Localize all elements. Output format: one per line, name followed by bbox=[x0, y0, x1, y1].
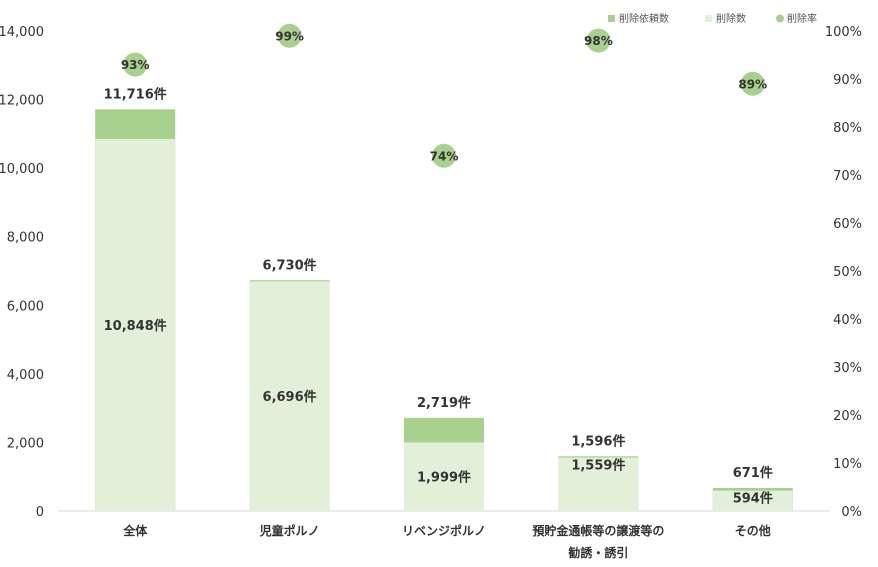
y-left-tick-label: 4,000 bbox=[7, 368, 44, 383]
rate-value-label: 99% bbox=[275, 29, 304, 43]
rate-value-label: 93% bbox=[121, 58, 150, 72]
y-right-tick-label: 0% bbox=[841, 505, 862, 520]
data-labels-layer: 11,716件 10,848件 93% 6,730件 6,696件 99% 2,719件 1,… bbox=[104, 29, 773, 506]
requested-value-label: 1,596件 bbox=[571, 433, 625, 449]
y-right-tick-label: 10% bbox=[833, 457, 862, 472]
legend-label: 削除依頼数 bbox=[619, 12, 669, 25]
category-label: 児童ポルノ bbox=[259, 523, 320, 538]
y-right-tick-label: 80% bbox=[833, 121, 862, 136]
rate-marker bbox=[586, 28, 611, 53]
y-left-tick-label: 8,000 bbox=[7, 231, 44, 246]
y-right-tick-label: 100% bbox=[825, 25, 862, 40]
requested-value-label: 11,716件 bbox=[104, 86, 167, 102]
legend-label: 削除数 bbox=[716, 12, 746, 25]
y-left-tick-label: 6,000 bbox=[7, 299, 44, 314]
y-right-tick-label: 40% bbox=[833, 313, 862, 328]
requested-value-label: 2,719件 bbox=[417, 395, 471, 411]
deleted-value-label: 6,696件 bbox=[263, 389, 317, 405]
legend-swatch bbox=[776, 14, 784, 23]
legend-label: 削除率 bbox=[787, 12, 817, 25]
rate-value-label: 74% bbox=[430, 149, 459, 163]
y-right-tick-label: 20% bbox=[833, 409, 862, 424]
y-left-tick-label: 12,000 bbox=[0, 94, 44, 109]
y-right-tick-label: 50% bbox=[833, 265, 862, 280]
deleted-value-label: 10,848件 bbox=[104, 318, 167, 334]
requested-value-label: 6,730件 bbox=[263, 257, 317, 273]
legend-swatch bbox=[705, 15, 712, 22]
rate-marker bbox=[740, 71, 765, 96]
y-left-tick-label: 10,000 bbox=[0, 162, 44, 177]
rate-markers-layer bbox=[123, 23, 765, 168]
category-label: リベンジポルノ bbox=[402, 523, 486, 538]
bar-deleted bbox=[558, 457, 639, 511]
category-label: 全体 bbox=[122, 523, 148, 538]
y-right-tick-label: 30% bbox=[833, 361, 862, 376]
bars-layer bbox=[95, 109, 793, 512]
axes-layer: 0 2,000 4,000 6,000 8,000 10,000 12,000 14,000 0… bbox=[0, 25, 862, 560]
deleted-value-label: 1,559件 bbox=[571, 458, 625, 474]
rate-marker bbox=[123, 52, 148, 77]
deleted-value-label: 594件 bbox=[733, 491, 773, 507]
y-left-tick-label: 2,000 bbox=[7, 436, 44, 451]
y-left-tick-label: 0 bbox=[36, 505, 44, 520]
legend: 削除依頼数 削除数 削除率 bbox=[608, 12, 817, 25]
bar-deleted bbox=[404, 442, 484, 511]
y-right-tick-label: 70% bbox=[833, 169, 862, 184]
deleted-value-label: 1,999件 bbox=[417, 470, 471, 486]
bar-deleted bbox=[95, 139, 176, 511]
bar-deleted bbox=[712, 490, 793, 511]
category-label: その他 bbox=[735, 523, 771, 538]
category-label: 勧誘・誘引 bbox=[568, 545, 628, 560]
legend-swatch bbox=[608, 15, 615, 22]
y-right-tick-label: 90% bbox=[833, 73, 862, 88]
rate-value-label: 98% bbox=[584, 34, 613, 48]
category-label: 預貯金通帳等の譲渡等の bbox=[532, 523, 664, 538]
rate-marker bbox=[432, 143, 456, 168]
requested-value-label: 671件 bbox=[733, 465, 773, 481]
rate-marker bbox=[277, 23, 302, 48]
rate-value-label: 89% bbox=[738, 77, 767, 91]
y-left-tick-label: 14,000 bbox=[0, 25, 44, 40]
bar-deleted bbox=[249, 281, 330, 511]
y-right-tick-label: 60% bbox=[833, 217, 862, 232]
